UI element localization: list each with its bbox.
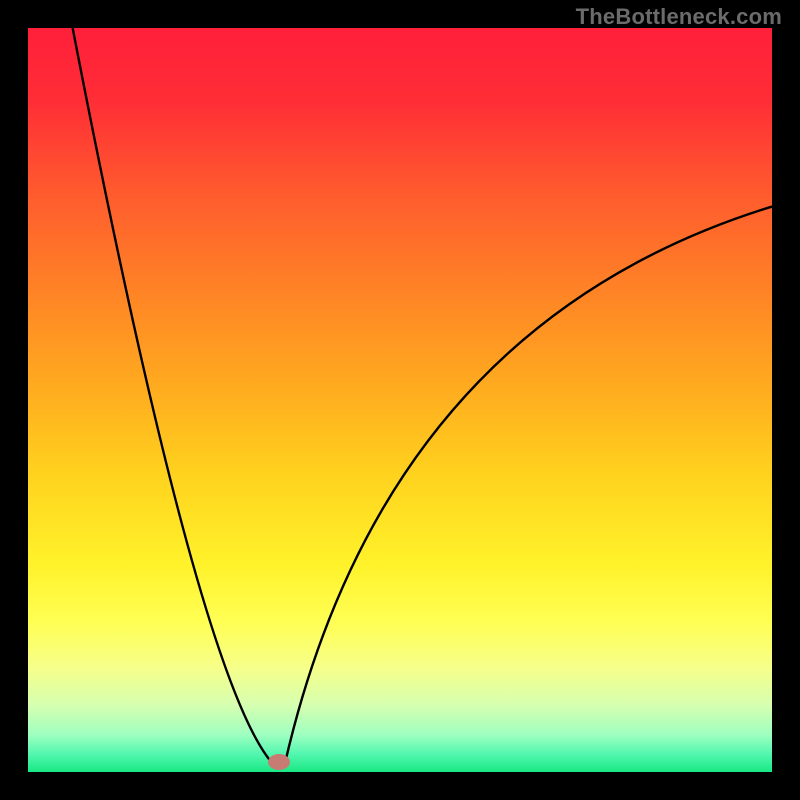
chart-canvas: TheBottleneck.com <box>0 0 800 800</box>
min-point-marker <box>268 754 290 770</box>
curve-right-branch <box>285 207 772 765</box>
plot-area <box>28 28 772 772</box>
curve-left-branch <box>73 28 274 765</box>
watermark-text: TheBottleneck.com <box>576 4 782 30</box>
bottleneck-curve <box>28 28 772 772</box>
